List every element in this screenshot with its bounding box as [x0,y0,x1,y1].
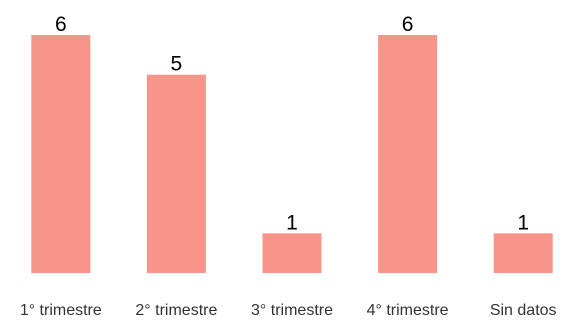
bar [378,35,438,273]
bar [31,35,91,273]
data-label: 5 [171,53,183,76]
bar [262,233,322,273]
data-label: 6 [55,13,67,36]
x-tick-label: Sin datos [490,302,557,319]
data-label: 6 [402,13,414,36]
data-label: 1 [517,211,529,234]
value-labels-group: 6 5 1 6 1 [55,13,529,234]
x-tick-label: 3° trimestre [251,302,333,319]
x-axis-tick-labels: 1° trimestre 2° trimestre 3° trimestre 4° t… [20,302,557,319]
x-tick-label: 1° trimestre [20,302,102,319]
data-label: 1 [286,211,298,234]
x-tick-label: 2° trimestre [135,302,217,319]
bar [146,74,206,273]
x-tick-label: 4° trimestre [367,302,449,319]
bars-group [31,35,553,273]
bar [493,233,553,273]
